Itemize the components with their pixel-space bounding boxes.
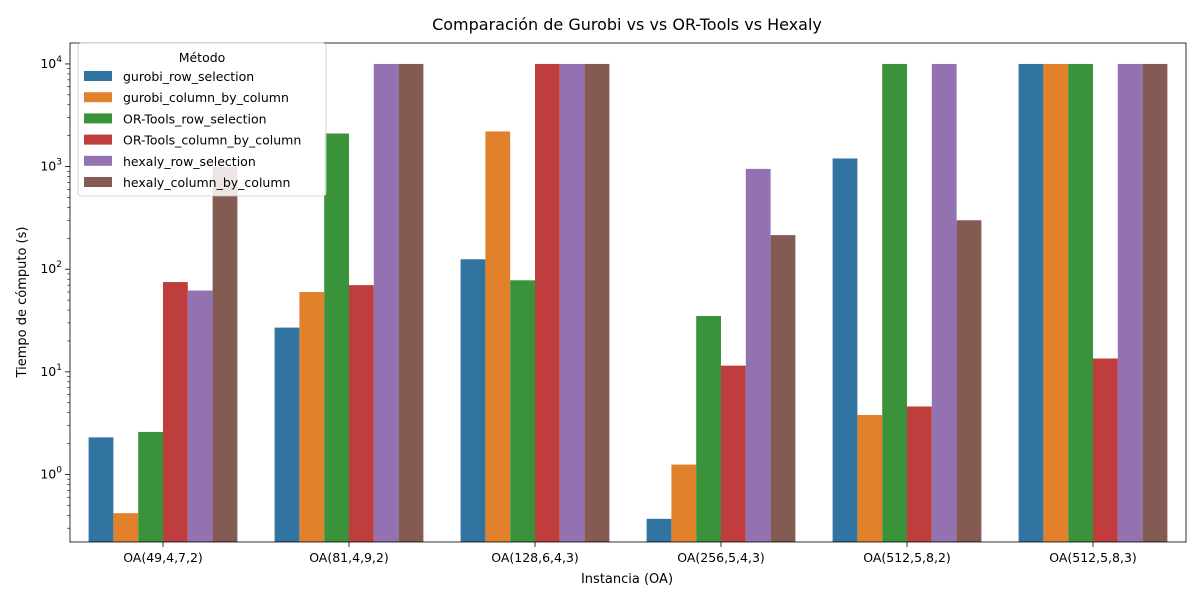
bar-hexaly_column_by_column-2	[584, 63, 610, 542]
legend-label: hexaly_column_by_column	[123, 175, 290, 190]
bar-hexaly_row_selection-4	[931, 63, 957, 542]
legend-label: hexaly_row_selection	[123, 154, 256, 169]
y-tick-label: 103	[40, 158, 62, 174]
bar-hexaly_row_selection-5	[1117, 63, 1143, 542]
bars-group	[88, 63, 1168, 543]
legend-title: Método	[179, 50, 226, 65]
bar-gurobi_row_selection-2	[460, 259, 486, 542]
legend-swatch	[84, 134, 112, 145]
bar-hexaly_column_by_column-1	[398, 63, 424, 542]
bar-OR-Tools_row_selection-2	[510, 280, 535, 542]
x-axis: OA(49,4,7,2) OA(81,4,9,2) OA(128,6,4,3) OA(…	[123, 542, 1137, 565]
x-tick-label: OA(512,5,8,2)	[863, 550, 951, 565]
bar-OR-Tools_column_by_column-0	[163, 282, 188, 542]
bar-hexaly_column_by_column-5	[1142, 63, 1168, 542]
bar-gurobi_column_by_column-0	[113, 513, 139, 542]
bar-OR-Tools_column_by_column-5	[1093, 358, 1118, 542]
y-tick-label: 102	[40, 260, 62, 276]
legend-label: gurobi_column_by_column	[123, 90, 289, 105]
legend-box	[77, 42, 327, 197]
bar-OR-Tools_row_selection-4	[882, 63, 907, 542]
legend-swatch	[84, 71, 112, 81]
bar-hexaly_row_selection-0	[187, 290, 213, 542]
bar-hexaly_column_by_column-0	[212, 166, 238, 543]
bar-OR-Tools_row_selection-5	[1068, 63, 1093, 542]
y-axis: 100 101 102 103 104	[40, 55, 70, 529]
bar-OR-Tools_column_by_column-2	[535, 63, 560, 542]
x-tick-label: OA(512,5,8,3)	[1049, 550, 1137, 565]
y-tick-label: 104	[40, 55, 62, 71]
legend-label: gurobi_row_selection	[123, 69, 254, 84]
y-tick-label: 101	[40, 363, 62, 379]
bar-hexaly_row_selection-2	[559, 63, 585, 542]
bar-gurobi_column_by_column-4	[857, 414, 883, 542]
bar-gurobi_row_selection-4	[832, 158, 858, 542]
x-tick-label: OA(49,4,7,2)	[123, 550, 203, 565]
y-axis-label: Tiempo de cómputo (s)	[15, 227, 30, 379]
bar-gurobi_column_by_column-3	[671, 464, 697, 542]
x-tick-label: OA(81,4,9,2)	[309, 550, 389, 565]
bar-gurobi_column_by_column-1	[299, 291, 325, 542]
chart-title: Comparación de Gurobi vs vs OR-Tools vs …	[432, 15, 822, 34]
bar-gurobi_row_selection-3	[646, 518, 672, 542]
x-axis-label: Instancia (OA)	[581, 572, 673, 587]
legend-label: OR-Tools_column_by_column	[123, 133, 301, 148]
bar-hexaly_row_selection-3	[745, 168, 771, 542]
legend-swatch	[84, 92, 112, 103]
bar-OR-Tools_column_by_column-1	[349, 285, 374, 542]
legend-swatch	[84, 155, 112, 166]
y-tick-label: 100	[40, 466, 62, 482]
bar-OR-Tools_row_selection-1	[324, 133, 349, 542]
bar-gurobi_row_selection-0	[88, 437, 114, 542]
bar-hexaly_column_by_column-3	[770, 235, 796, 543]
bar-gurobi_column_by_column-2	[485, 131, 511, 542]
bar-OR-Tools_row_selection-0	[138, 431, 163, 542]
bar-OR-Tools_column_by_column-4	[907, 406, 932, 542]
legend: Método gurobi_row_selection gurobi_column…	[77, 42, 327, 197]
bar-gurobi_column_by_column-5	[1043, 63, 1069, 542]
bar-hexaly_column_by_column-4	[956, 220, 982, 542]
bar-gurobi_row_selection-5	[1018, 63, 1044, 542]
plot-frame	[69, 42, 1187, 543]
legend-swatch	[84, 177, 112, 187]
x-tick-label: OA(256,5,4,3)	[677, 550, 765, 565]
bar-OR-Tools_row_selection-3	[696, 316, 721, 542]
legend-swatch	[84, 113, 112, 124]
bar-gurobi_row_selection-1	[274, 327, 300, 542]
legend-items: gurobi_row_selection gurobi_column_by_col…	[84, 69, 301, 190]
bar-hexaly_row_selection-1	[373, 63, 399, 542]
bar-OR-Tools_column_by_column-3	[721, 365, 746, 542]
x-tick-label: OA(128,6,4,3)	[491, 550, 579, 565]
legend-label: OR-Tools_row_selection	[123, 111, 267, 126]
